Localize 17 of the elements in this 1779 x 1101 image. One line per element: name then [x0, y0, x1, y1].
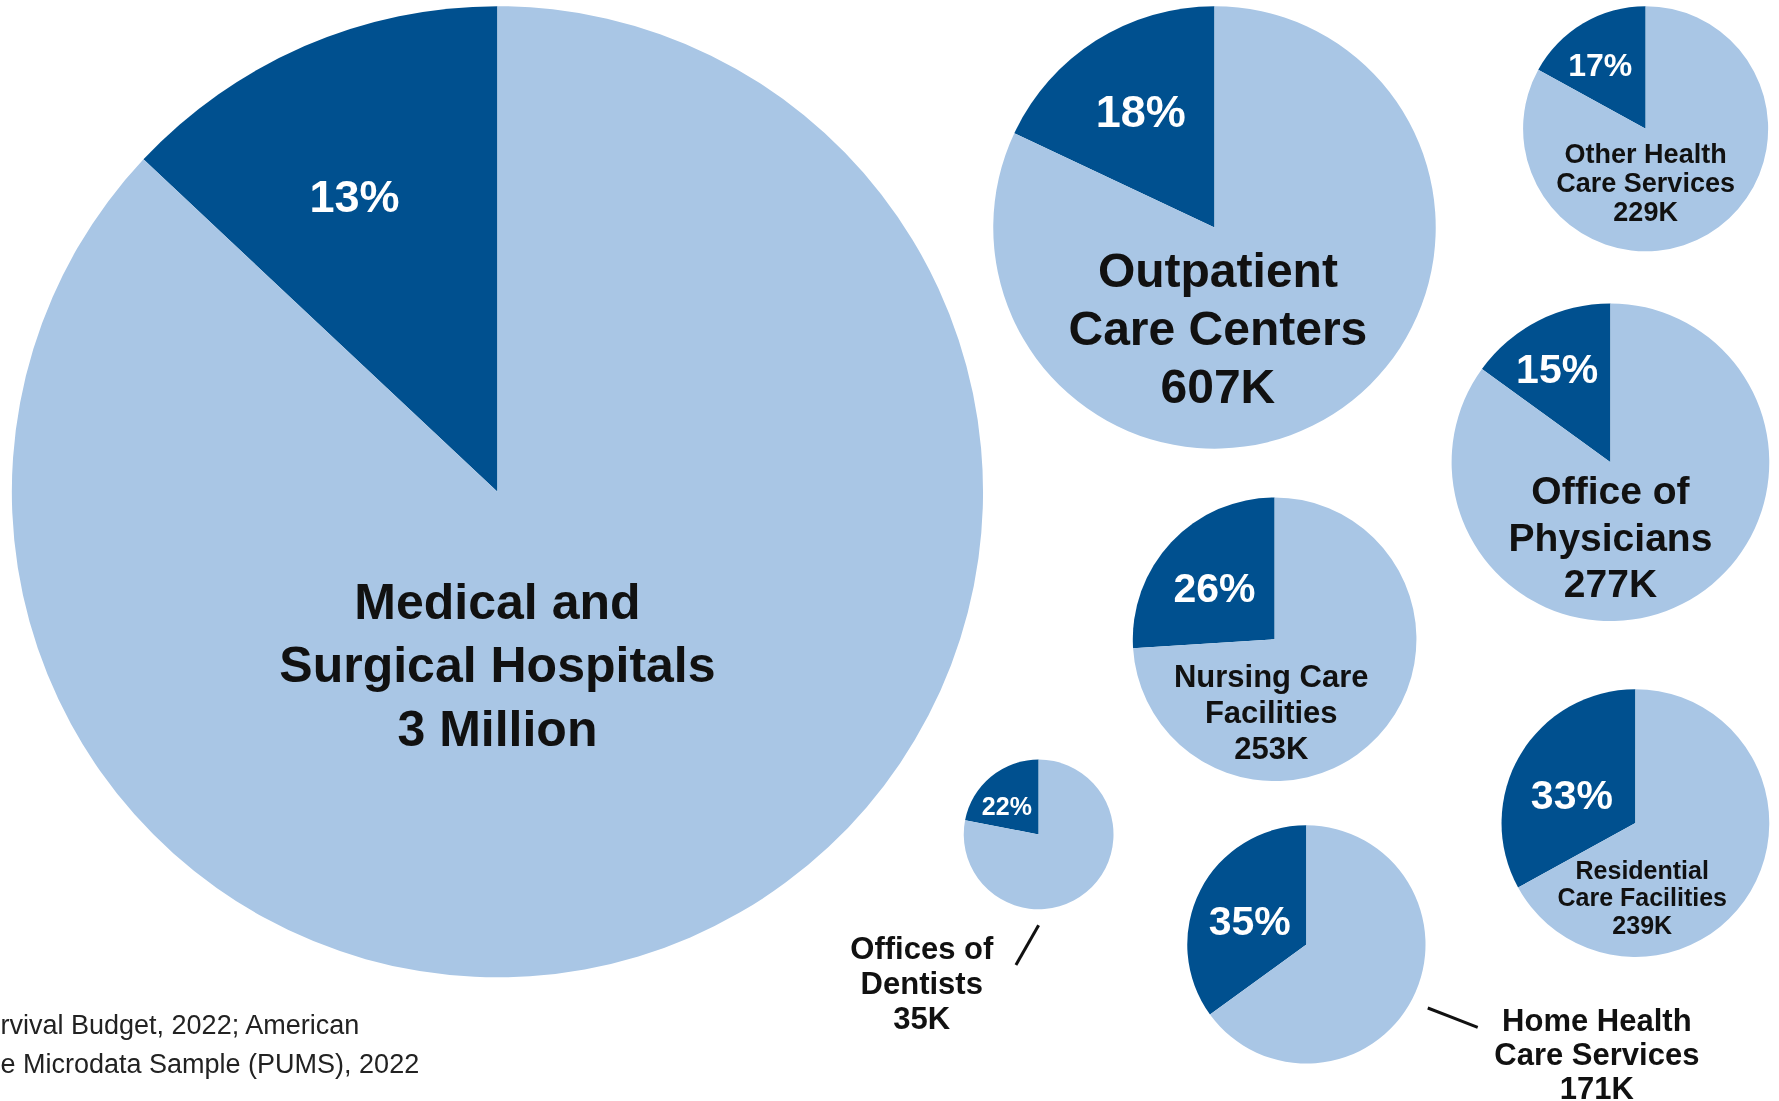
- text: Medical and Surgical Hospitals 3 Million: [279, 573, 716, 757]
- data-label: 26%: [1173, 565, 1256, 612]
- data-label: 35%: [1208, 897, 1291, 944]
- text: Home Health Care Services 171K: [1494, 1002, 1700, 1101]
- data-label: 17%: [1568, 47, 1633, 84]
- text: Offices of Dentists 35K: [850, 931, 994, 1036]
- text: rvival Budget, 2022; American e Microdata Sample (PUMS), 2022: [0, 1010, 420, 1079]
- text: Outpatient Care Centers 607K: [1068, 244, 1368, 413]
- text: Nursing Care Facilities 253K: [1173, 659, 1369, 766]
- data-label: 13%: [309, 171, 400, 223]
- data-label: 18%: [1095, 86, 1186, 138]
- text: Residential Care Facilities 239K: [1557, 855, 1727, 940]
- data-label: 15%: [1516, 346, 1599, 393]
- data-label: 33%: [1530, 771, 1613, 818]
- text: Office of Physicians 277K: [1508, 469, 1713, 606]
- text: Other Health Care Services 229K: [1556, 138, 1735, 227]
- data-label: 22%: [981, 792, 1032, 821]
